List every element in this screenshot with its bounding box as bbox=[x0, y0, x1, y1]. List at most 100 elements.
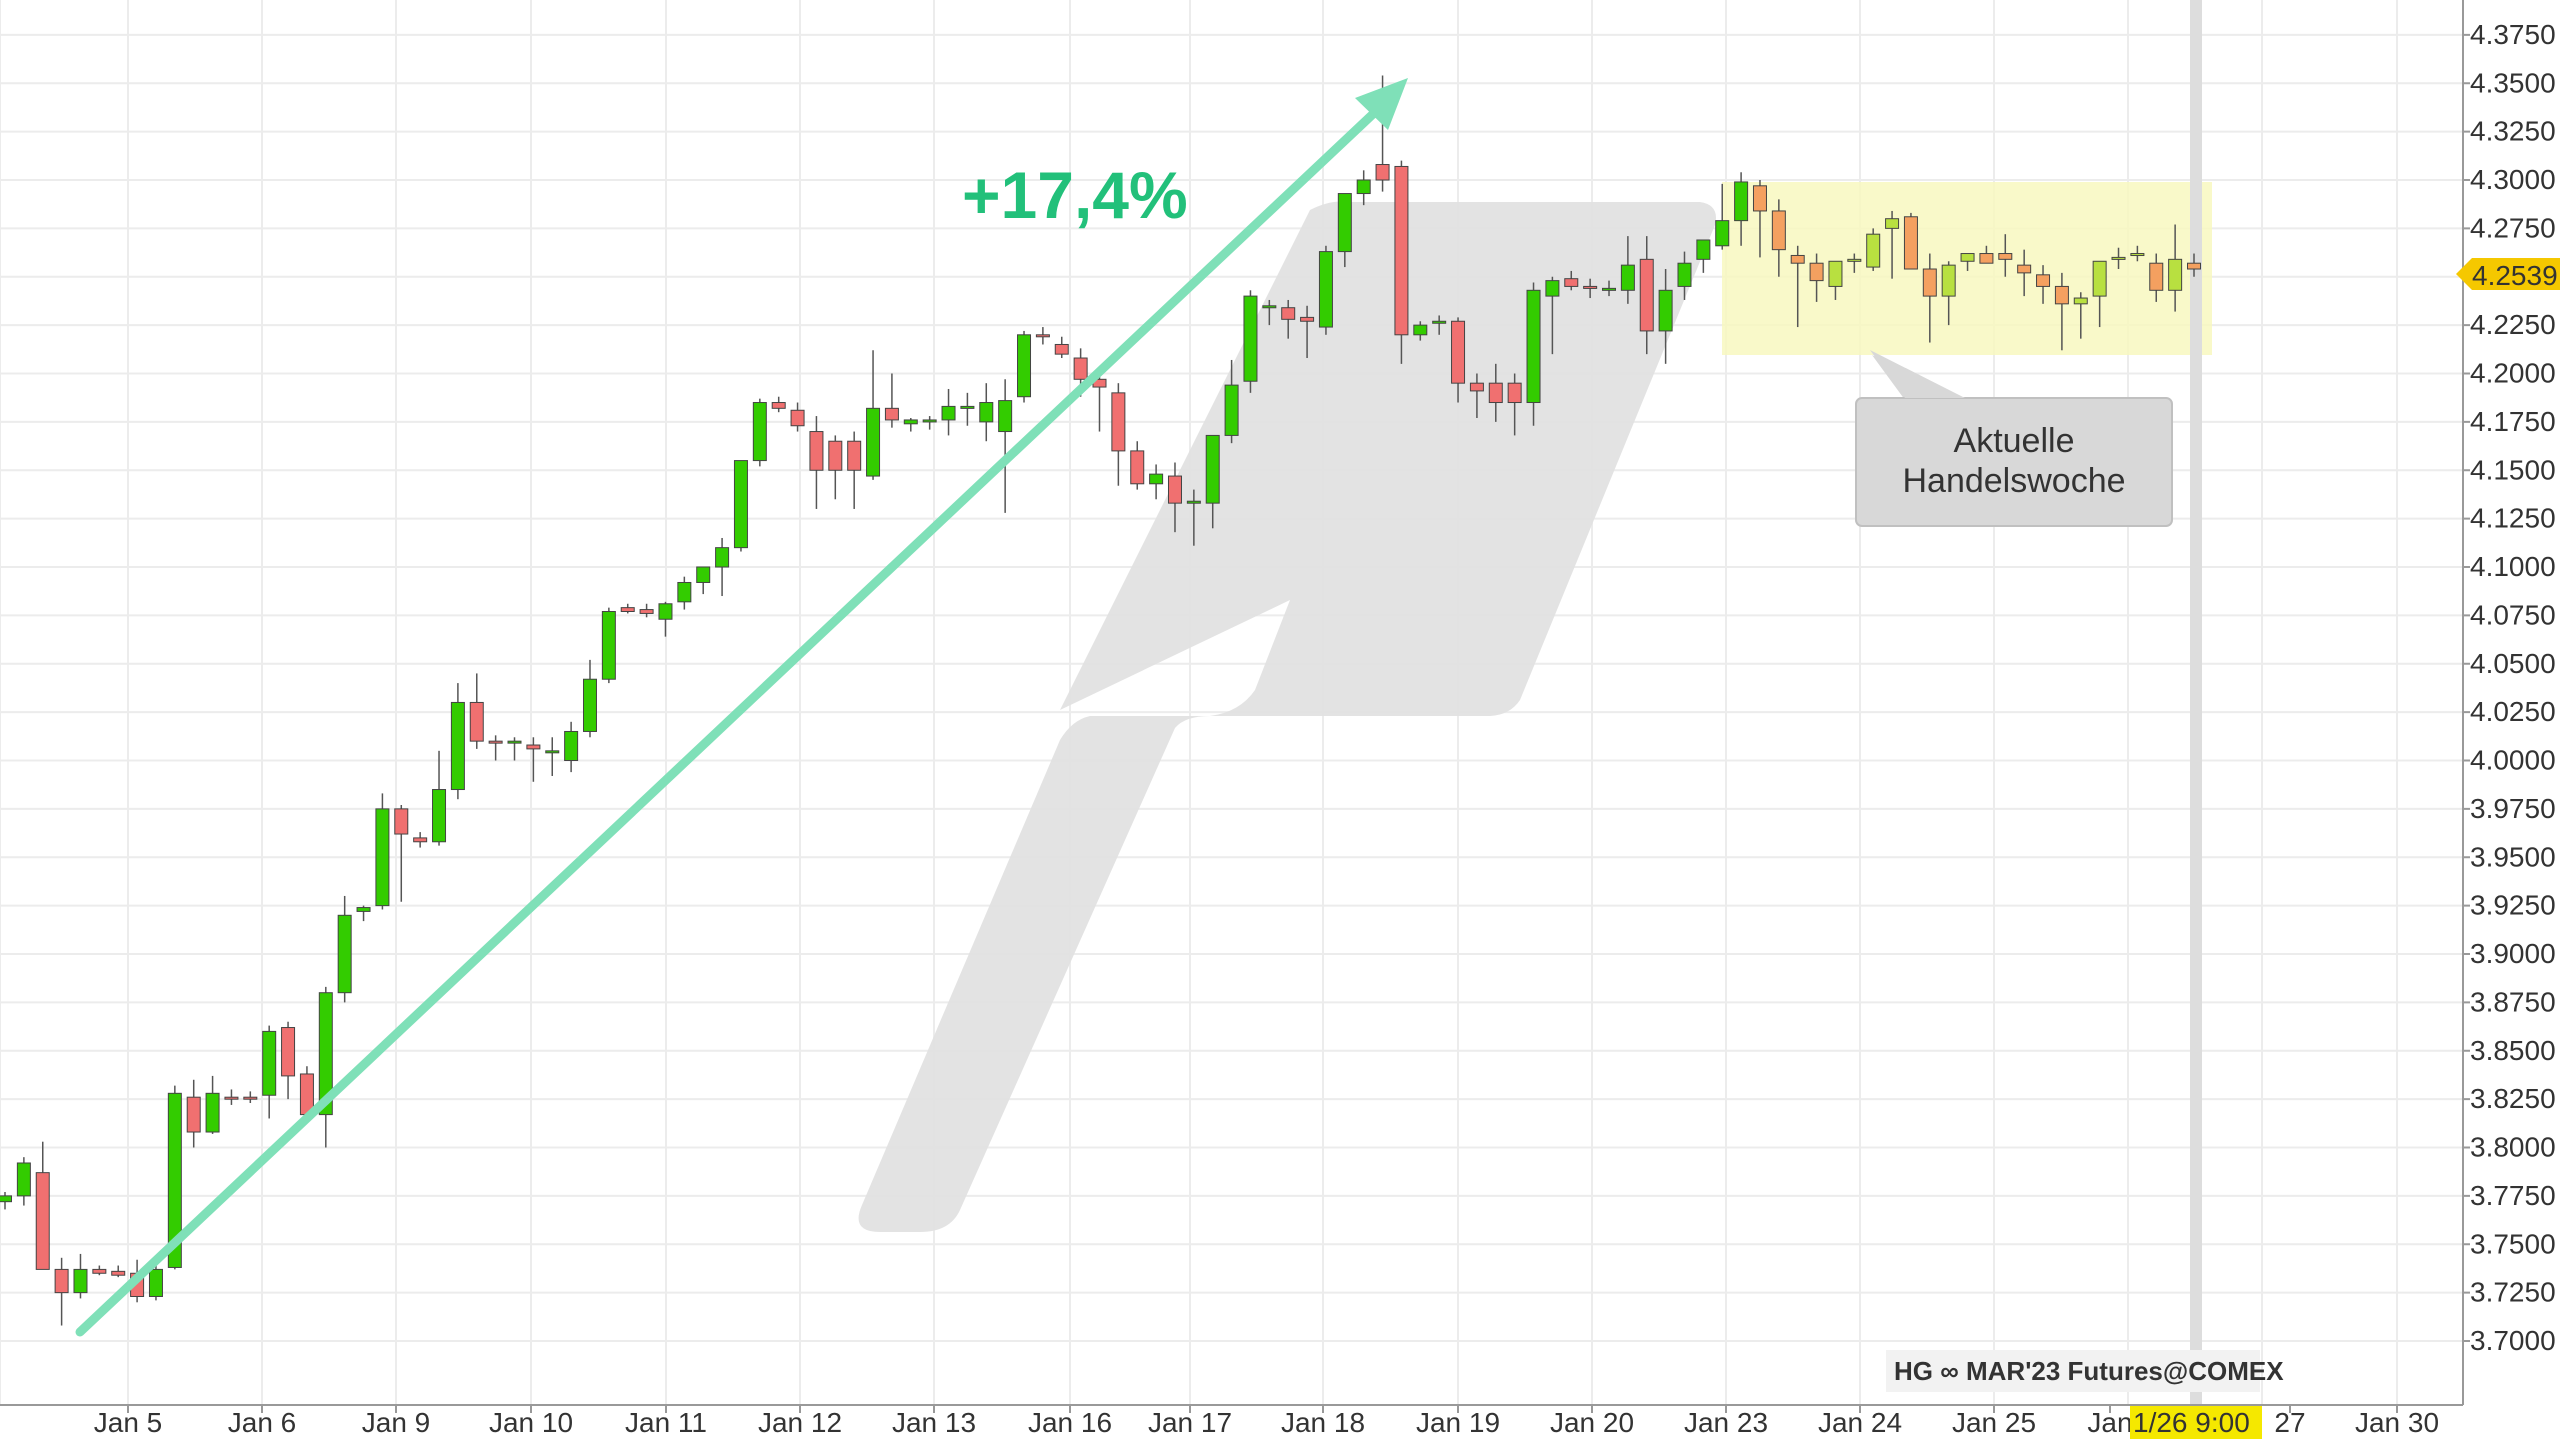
candle bbox=[960, 392, 975, 426]
y-tick-label: 4.3500 bbox=[2470, 67, 2556, 98]
candle-body bbox=[2036, 274, 2051, 287]
candle-body bbox=[432, 789, 447, 843]
candle-body bbox=[73, 1268, 88, 1294]
y-tick-label: 3.7000 bbox=[2470, 1325, 2556, 1356]
y-tick-label: 4.0750 bbox=[2470, 599, 2556, 630]
candle bbox=[866, 350, 881, 480]
candle-body bbox=[601, 611, 616, 680]
candle bbox=[1111, 383, 1126, 486]
candle bbox=[2168, 224, 2183, 312]
y-tick-label: 4.2250 bbox=[2470, 309, 2556, 340]
x-tick-label: Jan 10 bbox=[489, 1407, 573, 1438]
x-tick-label: Jan 25 bbox=[1952, 1407, 2036, 1438]
candle-body bbox=[1847, 258, 1862, 262]
candle bbox=[601, 607, 616, 684]
candle-body bbox=[224, 1096, 239, 1100]
candle bbox=[677, 576, 692, 610]
x-tick-label: Jan 18 bbox=[1281, 1407, 1365, 1438]
candle-body bbox=[1903, 216, 1918, 270]
current-price-value: 4.2539 bbox=[2472, 260, 2558, 291]
candle bbox=[1469, 373, 1484, 419]
candle-body bbox=[960, 405, 975, 409]
candle bbox=[2130, 245, 2145, 262]
candle bbox=[488, 735, 503, 761]
candle-body bbox=[54, 1268, 69, 1294]
candle-body bbox=[715, 547, 730, 568]
candle bbox=[1054, 336, 1069, 359]
candle bbox=[432, 750, 447, 846]
callout-line-2: Handelswoche bbox=[1902, 462, 2125, 500]
x-tick-label: Jan 5 bbox=[94, 1407, 163, 1438]
candle-body bbox=[1696, 239, 1711, 260]
candle bbox=[1696, 239, 1711, 273]
candle-body bbox=[582, 678, 597, 732]
candle bbox=[1281, 299, 1296, 339]
candle-body bbox=[2149, 262, 2164, 291]
candle-body bbox=[1394, 165, 1409, 336]
candle bbox=[1790, 245, 1805, 328]
y-axis-labels: 3.7000 3.7250 3.7500 3.7750 3.8000 3.8250 3.85… bbox=[2463, 19, 2556, 1356]
candle bbox=[1526, 282, 1541, 426]
y-tick-label: 3.8500 bbox=[2470, 1035, 2556, 1066]
x-tick-label: Jan 11 bbox=[625, 1407, 707, 1438]
x-tick-label: Jan 24 bbox=[1818, 1407, 1902, 1438]
candle-body bbox=[186, 1096, 201, 1133]
candle-body bbox=[2111, 256, 2126, 260]
candle bbox=[0, 1192, 12, 1210]
candle bbox=[1771, 199, 1786, 277]
candle bbox=[1903, 212, 1918, 270]
candle-body bbox=[620, 607, 635, 613]
candle-body bbox=[1885, 218, 1900, 229]
candle bbox=[1828, 260, 1843, 300]
candle bbox=[884, 373, 899, 428]
candle-body bbox=[2054, 285, 2069, 305]
candle-body bbox=[1337, 193, 1352, 253]
week-callout: Aktuelle Handelswoche bbox=[1855, 350, 2173, 527]
candles bbox=[0, 75, 2201, 1326]
candle bbox=[413, 832, 428, 848]
candle-body bbox=[884, 407, 899, 421]
y-tick-label: 4.1000 bbox=[2470, 551, 2556, 582]
candle-body bbox=[35, 1172, 50, 1270]
candle bbox=[1167, 462, 1182, 533]
candle-body bbox=[375, 808, 390, 907]
candle bbox=[2187, 253, 2201, 277]
y-tick-label: 3.7750 bbox=[2470, 1180, 2556, 1211]
candle-body bbox=[92, 1268, 107, 1274]
gain-label: +17,4% bbox=[962, 158, 1188, 232]
candle bbox=[1394, 160, 1409, 364]
instrument-label-bg bbox=[1886, 1350, 2260, 1392]
candle-body bbox=[2168, 258, 2183, 291]
candle-body bbox=[1639, 258, 1654, 332]
candle-body bbox=[677, 581, 692, 603]
candle bbox=[92, 1265, 107, 1276]
candle bbox=[771, 396, 786, 413]
candle-body bbox=[1300, 316, 1315, 322]
candle bbox=[35, 1141, 50, 1270]
candle bbox=[1186, 489, 1201, 546]
candle-body bbox=[696, 566, 711, 583]
candle-body bbox=[1583, 285, 1598, 289]
candle bbox=[2149, 253, 2164, 302]
candle bbox=[903, 418, 918, 432]
candle bbox=[752, 398, 767, 467]
candle-body bbox=[1111, 392, 1126, 452]
candle bbox=[148, 1263, 163, 1301]
x-tick-label: Jan 12 bbox=[758, 1407, 842, 1438]
candle-body bbox=[2092, 260, 2107, 297]
y-tick-label: 4.3000 bbox=[2470, 164, 2556, 195]
candle-body bbox=[1715, 220, 1730, 247]
candle bbox=[828, 435, 843, 500]
current-price-tag: 4.2539 bbox=[2456, 258, 2560, 291]
candle bbox=[375, 793, 390, 910]
candle-body bbox=[16, 1162, 31, 1197]
candle-body bbox=[111, 1270, 126, 1276]
y-tick-label: 4.1750 bbox=[2470, 406, 2556, 437]
candle-body bbox=[469, 701, 484, 742]
candle bbox=[1866, 228, 1881, 271]
y-tick-label: 4.3750 bbox=[2470, 19, 2556, 50]
candle-body bbox=[733, 460, 748, 549]
candle-body bbox=[2130, 253, 2145, 257]
y-tick-label: 4.2000 bbox=[2470, 358, 2556, 389]
candle-body bbox=[1318, 251, 1333, 328]
